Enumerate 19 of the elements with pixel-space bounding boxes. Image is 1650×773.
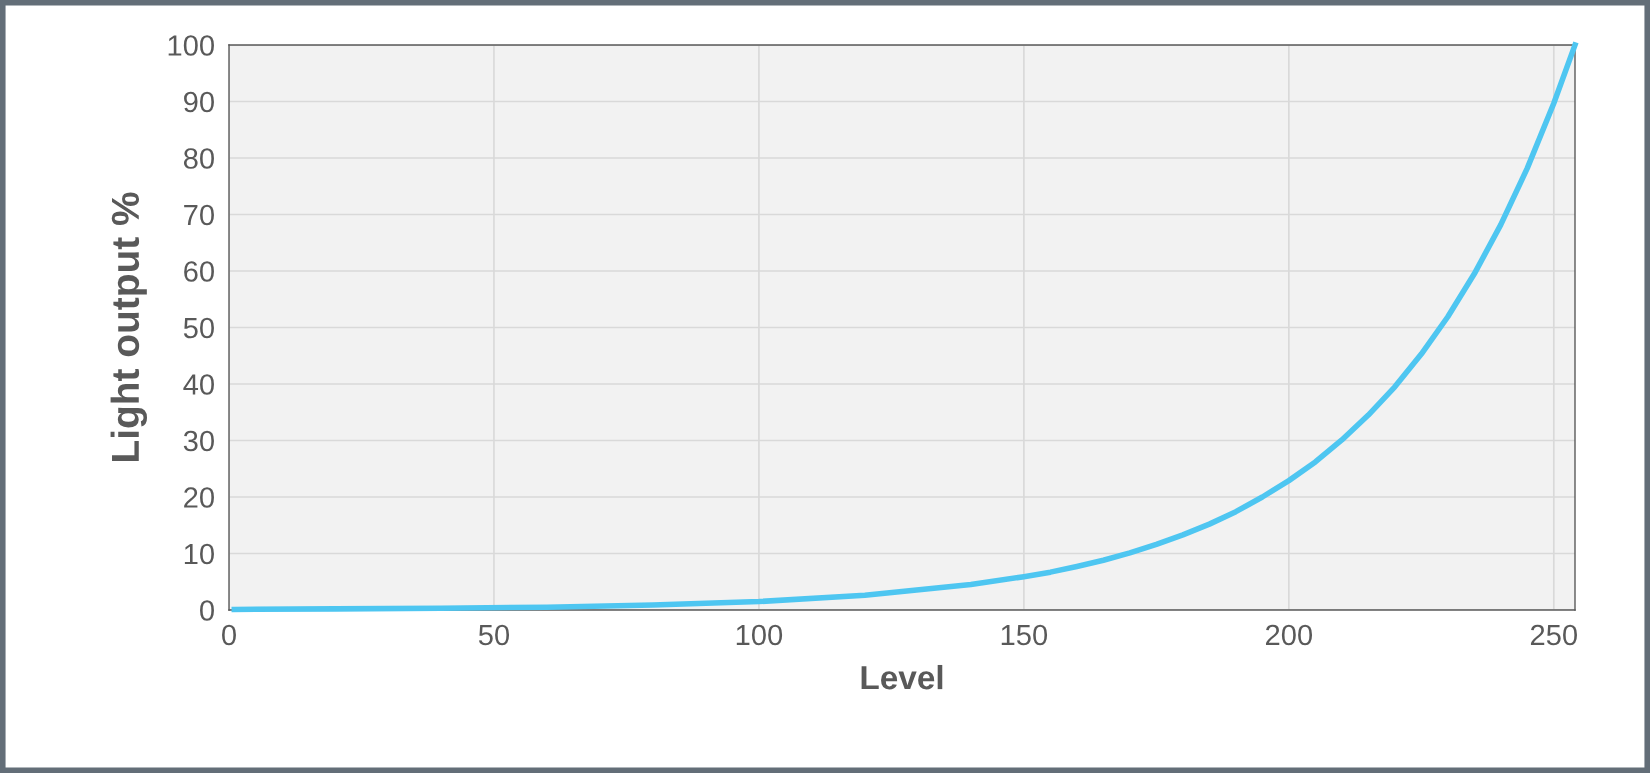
y-tick-label: 30 <box>183 430 214 452</box>
y-tick-label: 80 <box>183 148 214 169</box>
y-tick-label: 50 <box>183 317 214 339</box>
y-axis-title: Light output % <box>110 192 148 461</box>
x-tick-label: 0 <box>222 624 236 646</box>
y-tick-label: 20 <box>184 487 214 508</box>
y-tick-label: 0 <box>200 600 214 621</box>
x-tick-label: 150 <box>1001 624 1048 646</box>
x-tick-label: 250 <box>1530 624 1577 646</box>
x-tick-label: 50 <box>478 624 510 646</box>
x-axis-title: Level <box>861 664 943 690</box>
x-tick-label: 200 <box>1265 624 1313 646</box>
y-tick-label: 10 <box>184 543 214 565</box>
y-tick-label: 90 <box>184 91 214 113</box>
x-tick-label: 100 <box>736 624 783 646</box>
y-tick-label: 70 <box>184 204 214 226</box>
y-tick-label: 60 <box>184 261 214 282</box>
y-tick-label: 40 <box>183 374 214 395</box>
y-tick-label: 100 <box>168 35 214 56</box>
